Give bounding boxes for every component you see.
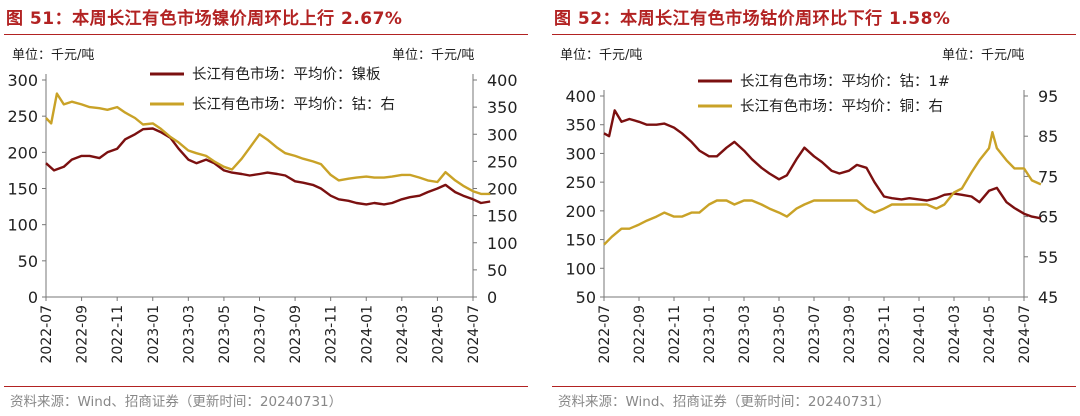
unit-label-right: 单位：千元/吨 [942, 48, 1025, 63]
x-tick-label: 2023-01 [702, 305, 718, 364]
x-tick-label: 2023-03 [181, 305, 197, 364]
x-tick-label: 2024-01 [912, 305, 928, 364]
source-note: 资料来源：Wind、招商证券（更新时间：20240731） [558, 394, 891, 410]
x-tick-label: 2024-03 [395, 305, 411, 364]
x-tick-label: 2022-11 [667, 305, 683, 364]
y-tick-label-right: 95 [1038, 87, 1058, 106]
x-tick-label: 2022-09 [632, 305, 648, 364]
series-line-0 [45, 127, 491, 206]
x-tick-label: 2022-07 [39, 305, 55, 364]
title-rule [552, 34, 1076, 35]
cobalt-copper-line-chart: 50 100 150 200 250 300 350 400 45 55 65 75 85 95 2022-… [565, 73, 1058, 364]
x-tick-label: 2024-03 [947, 305, 963, 364]
legend-label: 长江有色市场：平均价：钴：1# [740, 73, 950, 90]
y-tick-label-right: 350 [487, 98, 518, 117]
y-tick-label-left: 250 [565, 173, 596, 192]
y-tick-label-left: 250 [7, 107, 38, 126]
nickel-cobalt-line-chart: 0 50 100 150 200 250 300 0 50 100 150 200 250 300 350 4… [7, 65, 518, 364]
chart-panel-cobalt: 图 52：本周长江有色市场钴价周环比下行 1.58% 单位：千元/吨 单位：千元… [548, 0, 1080, 416]
chart-title: 图 52：本周长江有色市场钴价周环比下行 1.58% [554, 9, 951, 29]
source-rule [552, 386, 1076, 387]
title-rule [4, 34, 528, 35]
y-tick-label-left: 50 [576, 288, 596, 307]
y-tick-label-left: 150 [565, 231, 596, 250]
x-tick-label: 2024-05 [982, 305, 998, 364]
series-line-1 [45, 92, 491, 196]
y-tick-label-right: 75 [1038, 167, 1058, 186]
y-tick-label-left: 300 [565, 144, 596, 163]
x-tick-label: 2022-09 [75, 305, 91, 364]
y-tick-label-right: 55 [1038, 248, 1058, 267]
y-tick-label-right: 200 [487, 180, 518, 199]
unit-label-left: 单位：千元/吨 [12, 48, 95, 63]
x-tick-label: 2023-11 [877, 305, 893, 364]
x-tick-label: 2023-03 [737, 305, 753, 364]
legend-label: 长江有色市场：平均价：镍板 [192, 65, 381, 83]
chart-panel-nickel: 图 51：本周长江有色市场镍价周环比上行 2.67% 单位：千元/吨 单位：千元… [0, 0, 532, 416]
y-tick-label-right: 65 [1038, 208, 1058, 227]
x-tick-label: 2023-09 [842, 305, 858, 364]
x-tick-label: 2023-11 [324, 305, 340, 364]
x-tick-label: 2024-07 [466, 305, 482, 364]
y-tick-label-left: 350 [565, 116, 596, 135]
source-rule [4, 386, 528, 387]
y-tick-label-left: 200 [565, 202, 596, 221]
legend-label: 长江有色市场：平均价：钴：右 [192, 96, 395, 113]
series-line-1 [603, 130, 1042, 246]
source-note: 资料来源：Wind、招商证券（更新时间：20240731） [10, 394, 343, 410]
x-tick-label: 2024-07 [1017, 305, 1033, 364]
x-tick-label: 2024-01 [359, 305, 375, 364]
y-tick-label-left: 100 [7, 216, 38, 235]
unit-label-left: 单位：千元/吨 [560, 48, 643, 63]
y-tick-label-right: 150 [487, 207, 518, 226]
series-line-0 [603, 109, 1042, 220]
y-tick-label-right: 85 [1038, 127, 1058, 146]
y-tick-label-left: 200 [7, 143, 38, 162]
chart-title: 图 51：本周长江有色市场镍价周环比上行 2.67% [6, 9, 403, 29]
x-tick-label: 2023-05 [217, 305, 233, 364]
x-tick-label: 2023-07 [807, 305, 823, 364]
y-tick-label-left: 0 [28, 288, 38, 307]
legend-label: 长江有色市场：平均价：铜：右 [740, 98, 943, 115]
y-tick-label-left: 100 [565, 259, 596, 278]
y-tick-label-left: 50 [18, 252, 38, 271]
y-tick-label-left: 150 [7, 180, 38, 199]
y-tick-label-right: 100 [487, 234, 518, 253]
y-tick-label-right: 300 [487, 125, 518, 144]
y-tick-label-right: 50 [487, 261, 507, 280]
x-tick-label: 2023-09 [288, 305, 304, 364]
y-tick-label-right: 250 [487, 152, 518, 171]
y-tick-label-left: 400 [565, 87, 596, 106]
y-tick-label-right: 45 [1038, 288, 1058, 307]
x-tick-label: 2022-11 [110, 305, 126, 364]
x-tick-label: 2023-07 [253, 305, 269, 364]
x-tick-label: 2023-01 [146, 305, 162, 364]
y-tick-label-right: 0 [487, 288, 497, 307]
y-tick-label-left: 300 [7, 71, 38, 90]
y-tick-label-right: 400 [487, 71, 518, 90]
unit-label-right: 单位：千元/吨 [392, 48, 475, 63]
x-tick-label: 2022-07 [597, 305, 613, 364]
x-tick-label: 2024-05 [430, 305, 446, 364]
x-tick-label: 2023-05 [772, 305, 788, 364]
